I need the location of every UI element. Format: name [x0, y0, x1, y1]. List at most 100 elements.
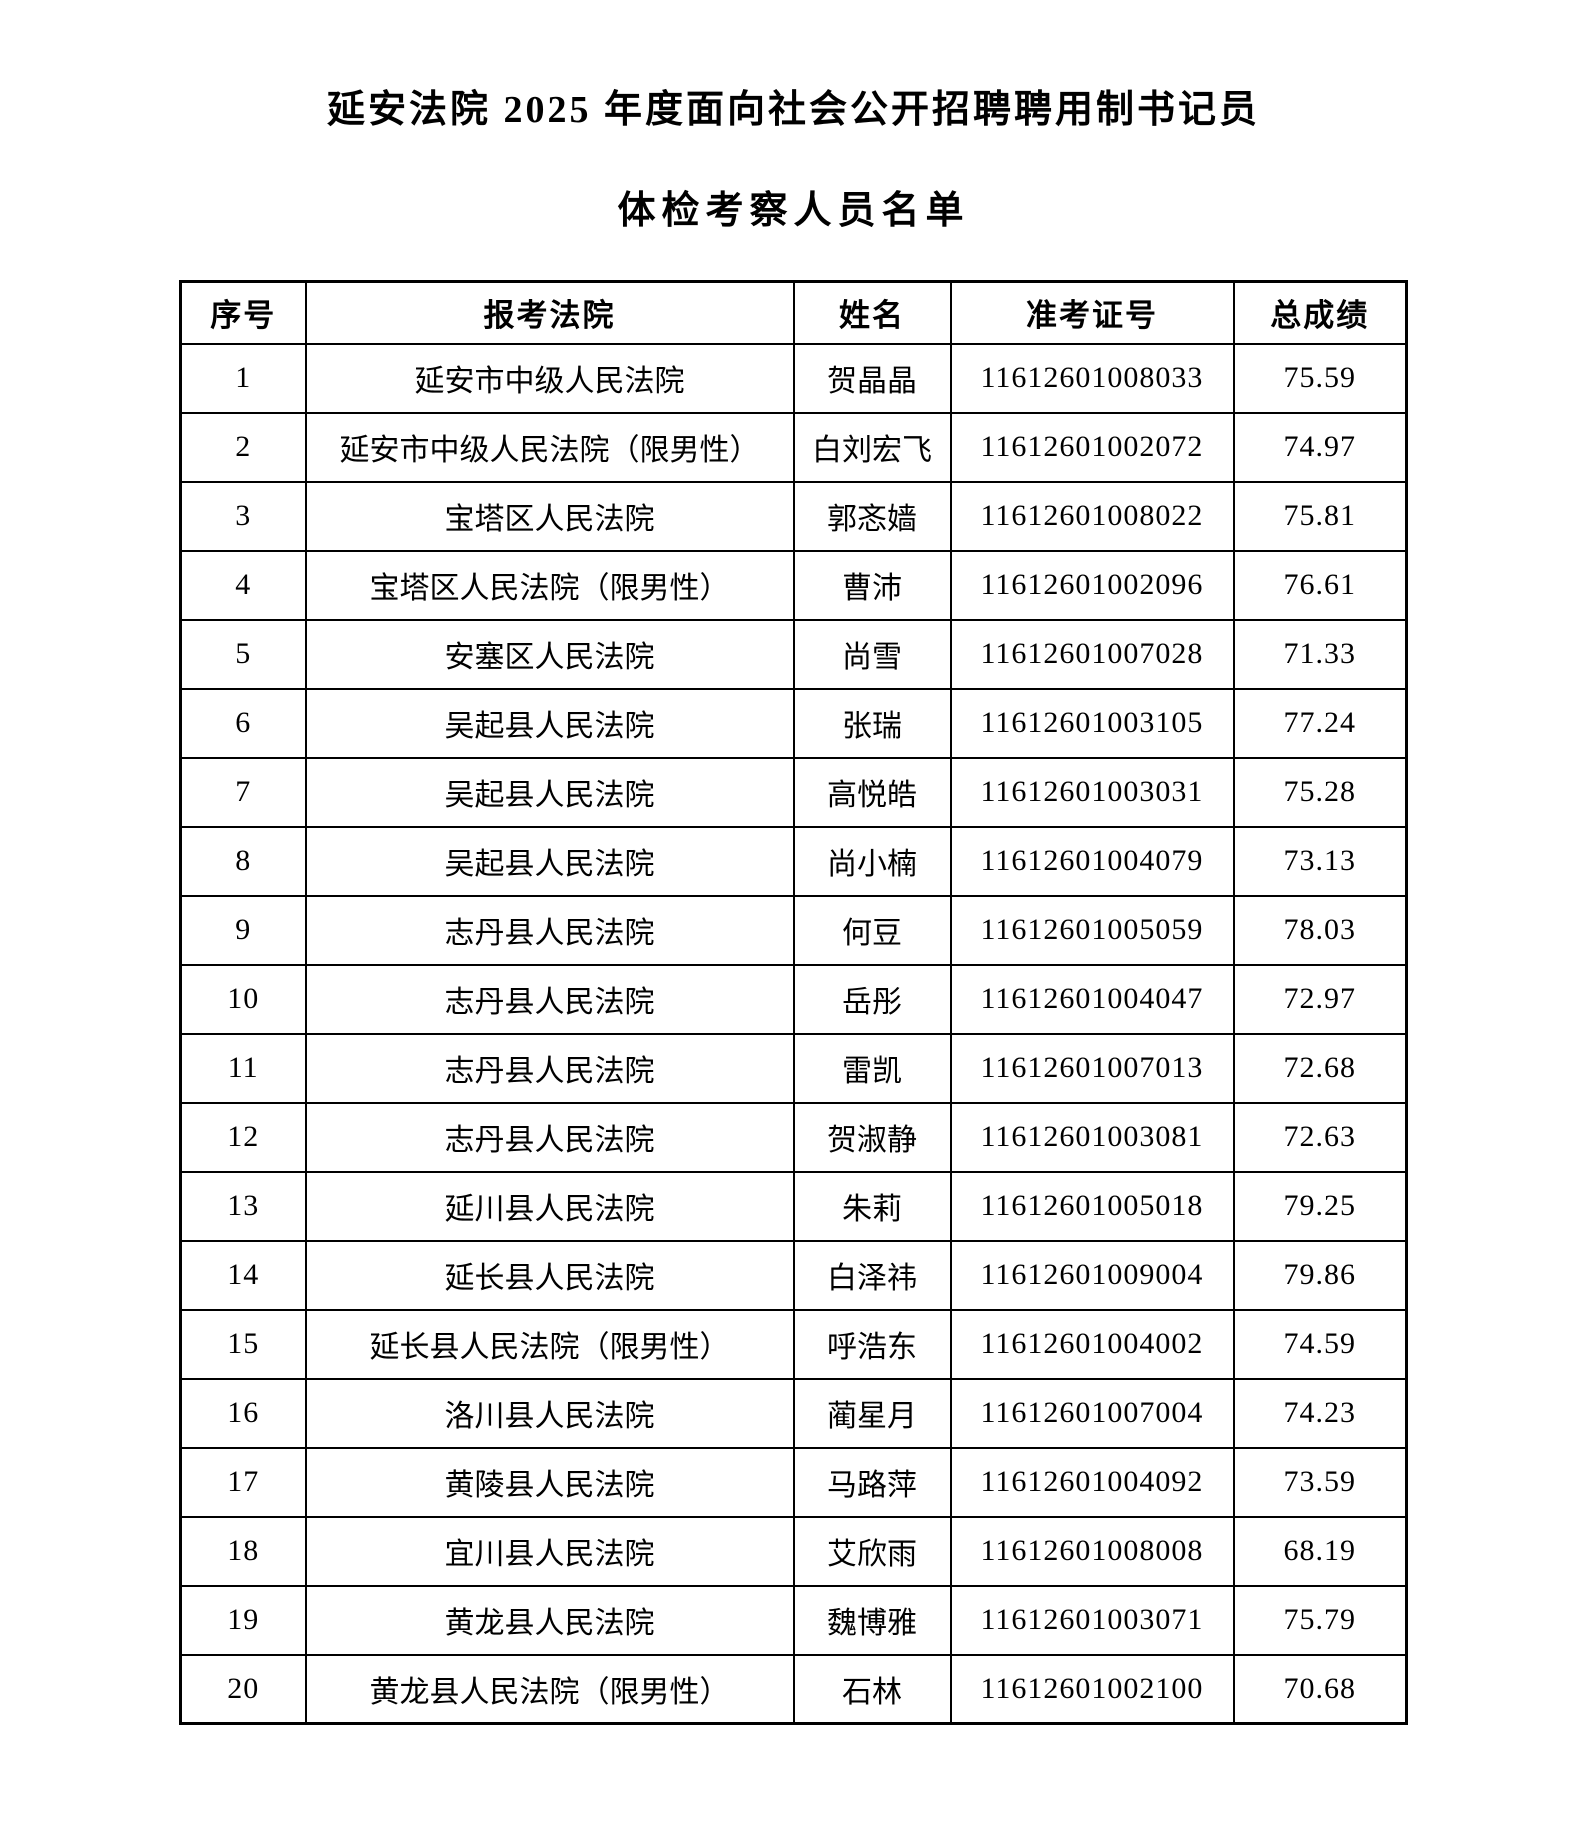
row-index: 14	[179, 1239, 307, 1311]
row-ticket: 11612601003105	[949, 687, 1235, 759]
row-court: 安塞区人民法院	[304, 618, 795, 690]
row-index: 19	[179, 1584, 307, 1656]
row-court: 黄龙县人民法院	[304, 1584, 795, 1656]
row-index: 9	[179, 894, 307, 966]
row-score: 75.81	[1232, 480, 1408, 552]
table-row: 4 宝塔区人民法院（限男性） 曹沛 11612601002096 76.61	[179, 549, 1408, 621]
table-row: 17 黄陵县人民法院 马路萍 11612601004092 73.59	[179, 1446, 1408, 1518]
row-court: 延长县人民法院	[304, 1239, 795, 1311]
row-name: 蔺星月	[792, 1377, 952, 1449]
row-ticket: 11612601009004	[949, 1239, 1235, 1311]
row-name: 郭忞嫱	[792, 480, 952, 552]
row-ticket: 11612601002072	[949, 411, 1235, 483]
row-score: 74.97	[1232, 411, 1408, 483]
row-index: 5	[179, 618, 307, 690]
row-court: 延安市中级人民法院	[304, 342, 795, 414]
row-court: 志丹县人民法院	[304, 1101, 795, 1173]
row-court: 黄陵县人民法院	[304, 1446, 795, 1518]
row-index: 16	[179, 1377, 307, 1449]
row-court: 吴起县人民法院	[304, 756, 795, 828]
row-court: 延长县人民法院（限男性）	[304, 1308, 795, 1380]
row-court: 洛川县人民法院	[304, 1377, 795, 1449]
row-court: 延川县人民法院	[304, 1170, 795, 1242]
row-ticket: 11612601004092	[949, 1446, 1235, 1518]
table-row: 15 延长县人民法院（限男性） 呼浩东 11612601004002 74.59	[179, 1308, 1408, 1380]
table-row: 13 延川县人民法院 朱莉 11612601005018 79.25	[179, 1170, 1408, 1242]
row-ticket: 11612601004079	[949, 825, 1235, 897]
row-score: 75.28	[1232, 756, 1408, 828]
table-row: 6 吴起县人民法院 张瑞 11612601003105 77.24	[179, 687, 1408, 759]
row-score: 73.13	[1232, 825, 1408, 897]
header-score: 总成绩	[1232, 280, 1408, 345]
row-name: 尚小楠	[792, 825, 952, 897]
row-court: 宜川县人民法院	[304, 1515, 795, 1587]
row-ticket: 11612601008008	[949, 1515, 1235, 1587]
table-row: 19 黄龙县人民法院 魏博雅 11612601003071 75.79	[179, 1584, 1408, 1656]
row-index: 7	[179, 756, 307, 828]
row-court: 志丹县人民法院	[304, 1032, 795, 1104]
row-score: 72.97	[1232, 963, 1408, 1035]
row-ticket: 11612601007013	[949, 1032, 1235, 1104]
row-score: 72.63	[1232, 1101, 1408, 1173]
row-ticket: 11612601003071	[949, 1584, 1235, 1656]
row-name: 朱莉	[792, 1170, 952, 1242]
row-index: 6	[179, 687, 307, 759]
row-index: 2	[179, 411, 307, 483]
row-index: 18	[179, 1515, 307, 1587]
row-court: 志丹县人民法院	[304, 894, 795, 966]
row-score: 72.68	[1232, 1032, 1408, 1104]
table-row: 14 延长县人民法院 白泽祎 11612601009004 79.86	[179, 1239, 1408, 1311]
table-row: 2 延安市中级人民法院（限男性） 白刘宏飞 11612601002072 74.97	[179, 411, 1408, 483]
table-row: 12 志丹县人民法院 贺淑静 11612601003081 72.63	[179, 1101, 1408, 1173]
row-court: 志丹县人民法院	[304, 963, 795, 1035]
row-ticket: 11612601003081	[949, 1101, 1235, 1173]
row-score: 68.19	[1232, 1515, 1408, 1587]
table-row: 5 安塞区人民法院 尚雪 11612601007028 71.33	[179, 618, 1408, 690]
row-score: 75.59	[1232, 342, 1408, 414]
row-ticket: 11612601007028	[949, 618, 1235, 690]
row-name: 贺淑静	[792, 1101, 952, 1173]
row-index: 20	[179, 1653, 307, 1725]
row-ticket: 11612601003031	[949, 756, 1235, 828]
row-ticket: 11612601005018	[949, 1170, 1235, 1242]
header-name: 姓名	[792, 280, 952, 345]
row-ticket: 11612601004047	[949, 963, 1235, 1035]
table-row: 1 延安市中级人民法院 贺晶晶 11612601008033 75.59	[179, 342, 1408, 414]
row-name: 尚雪	[792, 618, 952, 690]
row-index: 12	[179, 1101, 307, 1173]
header-ticket: 准考证号	[949, 280, 1235, 345]
row-court: 吴起县人民法院	[304, 825, 795, 897]
row-score: 74.23	[1232, 1377, 1408, 1449]
row-score: 76.61	[1232, 549, 1408, 621]
row-index: 8	[179, 825, 307, 897]
table-header-row: 序号 报考法院 姓名 准考证号 总成绩	[179, 280, 1408, 345]
row-index: 10	[179, 963, 307, 1035]
row-index: 13	[179, 1170, 307, 1242]
row-name: 张瑞	[792, 687, 952, 759]
row-score: 74.59	[1232, 1308, 1408, 1380]
row-index: 15	[179, 1308, 307, 1380]
table-body: 1 延安市中级人民法院 贺晶晶 11612601008033 75.59 2 延安市中级人民…	[179, 342, 1408, 1725]
row-name: 岳彤	[792, 963, 952, 1035]
row-court: 宝塔区人民法院（限男性）	[304, 549, 795, 621]
document-subtitle: 体检考察人员名单	[617, 189, 970, 232]
row-name: 魏博雅	[792, 1584, 952, 1656]
row-score: 78.03	[1232, 894, 1408, 966]
table-row: 7 吴起县人民法院 高悦皓 11612601003031 75.28	[179, 756, 1408, 828]
row-name: 呼浩东	[792, 1308, 952, 1380]
table-row: 11 志丹县人民法院 雷凯 11612601007013 72.68	[179, 1032, 1408, 1104]
row-score: 79.25	[1232, 1170, 1408, 1242]
row-index: 1	[179, 342, 307, 414]
row-ticket: 11612601007004	[949, 1377, 1235, 1449]
row-ticket: 11612601002100	[949, 1653, 1235, 1725]
row-index: 3	[179, 480, 307, 552]
table-row: 16 洛川县人民法院 蔺星月 11612601007004 74.23	[179, 1377, 1408, 1449]
table-row: 18 宜川县人民法院 艾欣雨 11612601008008 68.19	[179, 1515, 1408, 1587]
candidate-table: 序号 报考法院 姓名 准考证号 总成绩 1 延安市中级人民法院 贺晶晶 1161260…	[179, 280, 1408, 1726]
row-ticket: 11612601002096	[949, 549, 1235, 621]
row-ticket: 11612601004002	[949, 1308, 1235, 1380]
row-name: 艾欣雨	[792, 1515, 952, 1587]
row-name: 雷凯	[792, 1032, 952, 1104]
row-name: 曹沛	[792, 549, 952, 621]
